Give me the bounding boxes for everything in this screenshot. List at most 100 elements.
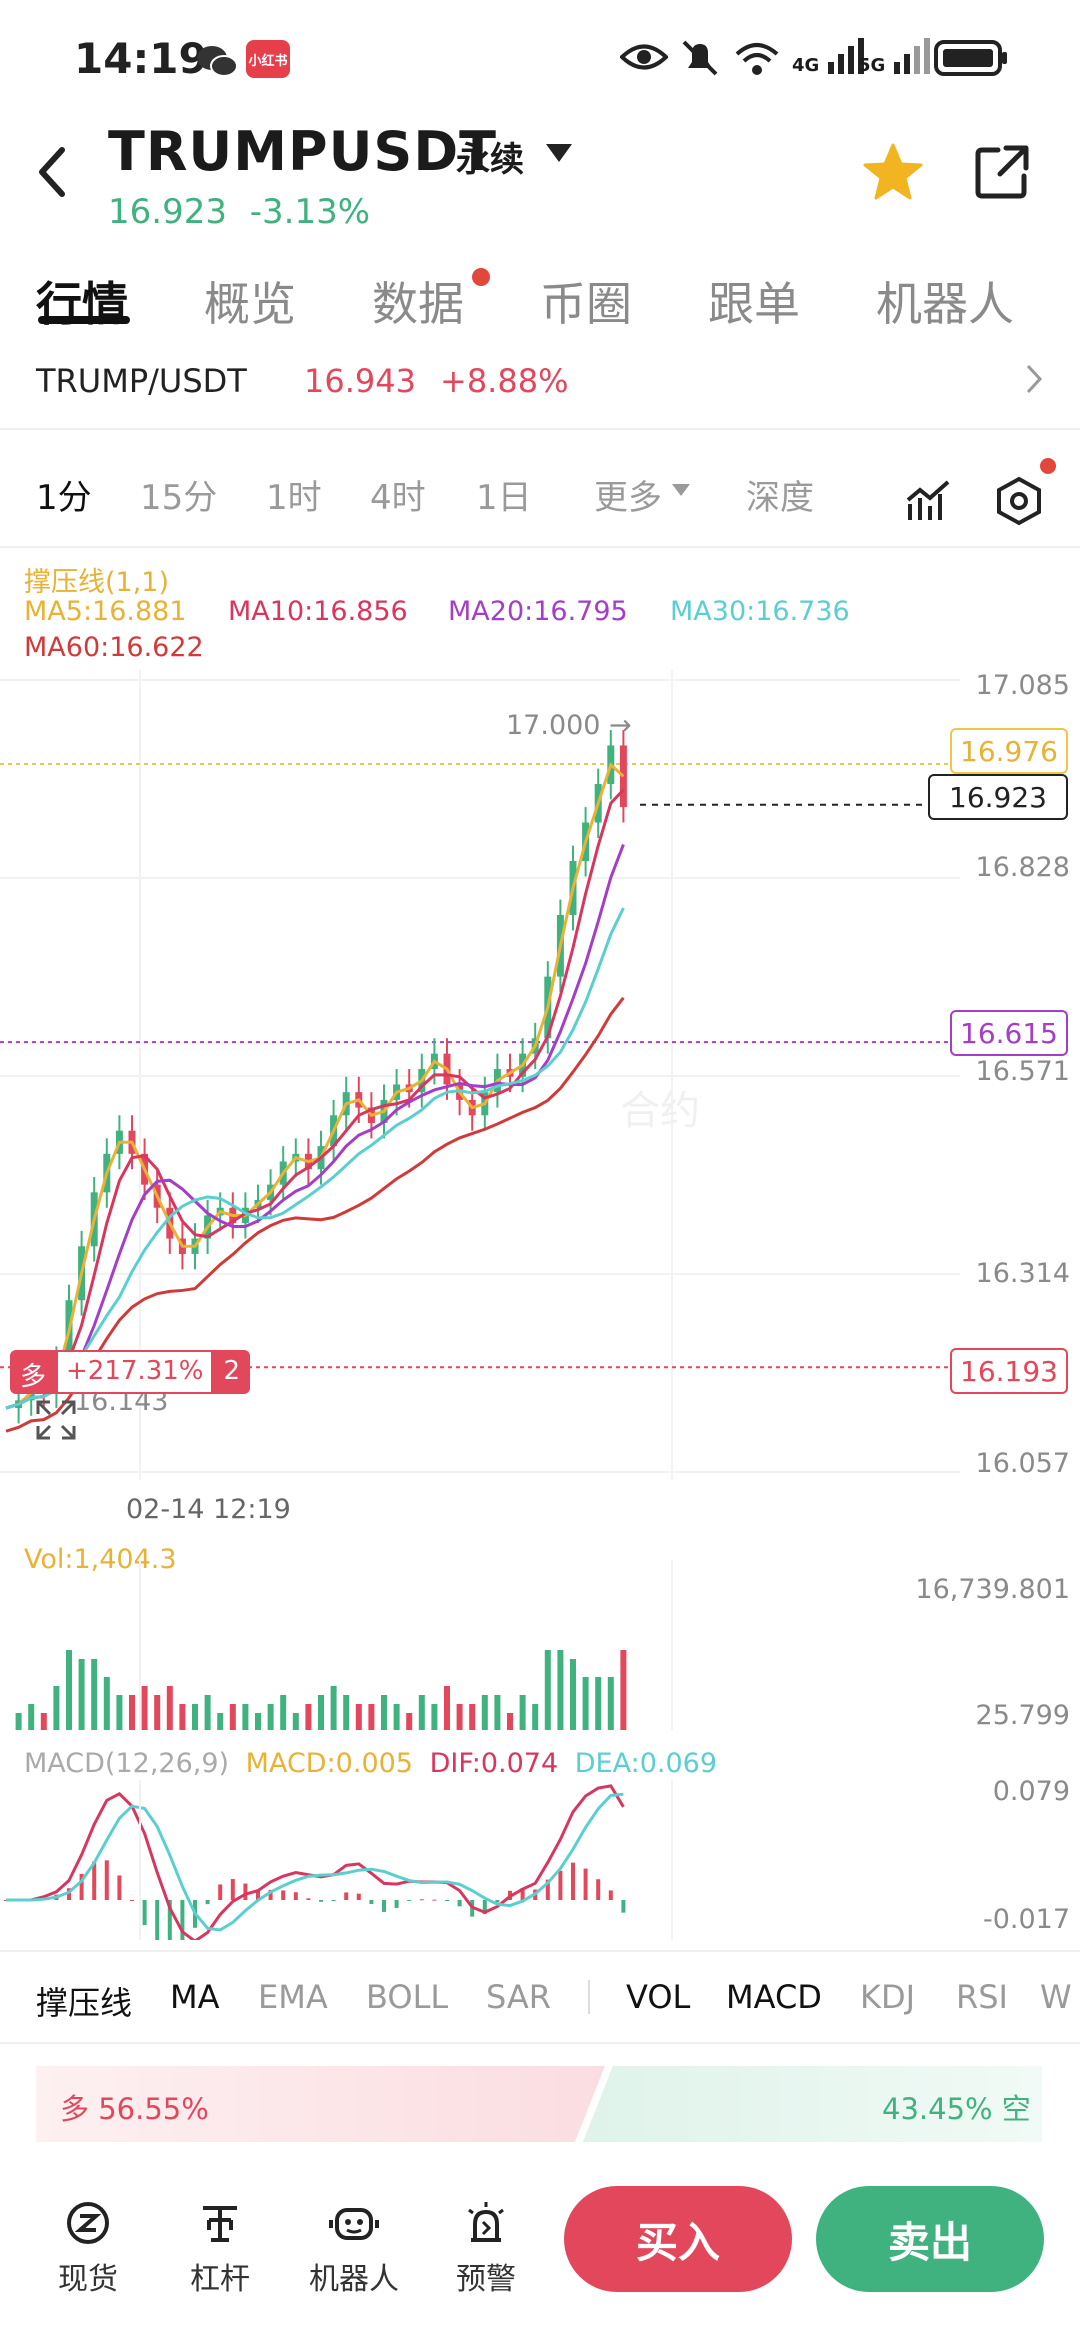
tab-data[interactable]: 数据 xyxy=(372,277,464,331)
last-price: 16.923 xyxy=(108,192,227,232)
indicator-chart-icon[interactable] xyxy=(906,478,952,528)
indicator-ma[interactable]: MA xyxy=(170,1978,220,2016)
volume-bar xyxy=(330,1686,337,1730)
volume-title: Vol:1,404.3 xyxy=(24,1544,177,1575)
settings-hex-icon[interactable] xyxy=(994,476,1044,530)
star-icon[interactable] xyxy=(862,142,924,206)
volume-bar xyxy=(292,1713,299,1730)
position-badge[interactable]: 多 +217.31% 2 xyxy=(10,1350,251,1394)
period-1m[interactable]: 1分 xyxy=(36,478,92,518)
volume-bar xyxy=(381,1695,387,1730)
signal-4g-icon: 4G xyxy=(792,36,866,76)
volume-max: 16,739.801 xyxy=(915,1574,1070,1605)
price-tick: 17.085 xyxy=(975,670,1070,701)
nav-margin[interactable]: 杠杆 xyxy=(170,2192,270,2298)
contract-symbol[interactable]: TRUMPUSDT xyxy=(108,120,497,183)
position-price-tag[interactable]: 16.193 xyxy=(950,1348,1068,1394)
volume-bar xyxy=(179,1704,186,1730)
period-1h[interactable]: 1时 xyxy=(266,478,322,518)
macd-histogram-bar xyxy=(205,1900,210,1905)
volume-bar xyxy=(217,1713,224,1730)
macd-title: MACD(12,26,9) xyxy=(24,1748,230,1779)
nav-alert[interactable]: 预警 xyxy=(436,2192,536,2298)
period-more[interactable]: 更多 xyxy=(594,478,662,518)
period-15m[interactable]: 15分 xyxy=(140,478,218,518)
margin-icon xyxy=(170,2192,270,2254)
price-tick: 16.314 xyxy=(975,1258,1070,1289)
chevron-down-icon[interactable] xyxy=(672,484,690,496)
volume-bar xyxy=(154,1695,161,1730)
candlestick-chart[interactable] xyxy=(0,670,1080,1480)
contract-type[interactable]: 永续 xyxy=(456,140,524,180)
macd-histogram-bar xyxy=(117,1875,122,1900)
volume-bar xyxy=(532,1704,539,1730)
indicator-boll[interactable]: BOLL xyxy=(366,1978,449,2016)
last-price-tag[interactable]: 16.923 xyxy=(928,774,1068,820)
chevron-down-icon[interactable] xyxy=(546,144,572,162)
indicator-rsi[interactable]: RSI xyxy=(956,1978,1008,2016)
wechat-icon xyxy=(196,42,238,84)
nav-bot-label: 机器人 xyxy=(309,2262,399,2297)
macd-value: MACD:0.005 xyxy=(245,1748,413,1779)
support-line-tag[interactable]: 16.615 xyxy=(950,1010,1068,1056)
macd-histogram-bar xyxy=(306,1898,311,1900)
spot-change: +8.88% xyxy=(440,362,569,400)
volume-bar xyxy=(305,1704,312,1730)
spot-pair-row[interactable]: TRUMP/USDT 16.943 +8.88% xyxy=(0,350,1080,430)
tab-bot[interactable]: 机器人 xyxy=(876,277,1014,331)
macd-histogram-bar xyxy=(256,1890,260,1900)
volume-bar xyxy=(242,1704,249,1730)
volume-bar xyxy=(494,1695,501,1730)
volume-bar xyxy=(481,1695,488,1730)
macd-legend: MACD(12,26,9) MACD:0.005 DIF:0.074 DEA:0… xyxy=(24,1748,717,1779)
indicator-ema[interactable]: EMA xyxy=(258,1978,328,2016)
indicator-more[interactable]: W xyxy=(1040,1978,1072,2016)
volume-bar xyxy=(570,1659,576,1730)
fullscreen-icon[interactable] xyxy=(34,1398,78,1446)
ma30-line xyxy=(5,907,625,1410)
macd-histogram-bar xyxy=(67,1888,71,1900)
period-1d[interactable]: 1日 xyxy=(476,478,532,518)
back-arrow-icon[interactable] xyxy=(34,146,70,202)
volume-bar xyxy=(78,1659,85,1730)
volume-bar xyxy=(280,1695,287,1730)
indicator-support[interactable]: 撑压线 xyxy=(36,1984,133,2022)
indicator-kdj[interactable]: KDJ xyxy=(860,1978,916,2016)
volume-bar xyxy=(66,1650,72,1730)
indicator-sar[interactable]: SAR xyxy=(486,1978,552,2016)
ma60-line xyxy=(5,996,625,1433)
macd-histogram-bar xyxy=(571,1862,575,1900)
sell-button[interactable]: 卖出 xyxy=(816,2186,1044,2292)
indicator-vol[interactable]: VOL xyxy=(626,1978,691,2016)
macd-histogram-bar xyxy=(281,1890,286,1900)
share-icon[interactable] xyxy=(974,144,1030,204)
volume-bar xyxy=(267,1704,274,1730)
period-depth[interactable]: 深度 xyxy=(746,478,814,518)
volume-bar xyxy=(595,1677,602,1730)
volume-bar xyxy=(15,1713,22,1730)
resistance-tag[interactable]: 16.976 xyxy=(950,728,1068,774)
macd-histogram-bar xyxy=(608,1890,613,1900)
indicator-macd[interactable]: MACD xyxy=(726,1978,822,2016)
macd-histogram-bar xyxy=(180,1900,185,1940)
tab-market[interactable]: 行情 xyxy=(36,277,128,331)
tab-circle[interactable]: 币圈 xyxy=(540,277,632,331)
macd-histogram-bar xyxy=(142,1900,147,1926)
macd-histogram-bar xyxy=(621,1900,626,1913)
volume-bar xyxy=(393,1704,400,1730)
nav-spot[interactable]: 现货 xyxy=(38,2192,138,2298)
volume-bar xyxy=(406,1713,413,1730)
macd-histogram-bar xyxy=(319,1900,323,1902)
dea-line xyxy=(6,1792,624,1932)
buy-button[interactable]: 买入 xyxy=(564,2186,792,2292)
nav-bot[interactable]: 机器人 xyxy=(304,2192,404,2298)
volume-bar xyxy=(343,1695,350,1730)
volume-bar xyxy=(141,1686,148,1730)
volume-bar xyxy=(204,1695,211,1730)
period-selector: 1分 15分 1时 4时 1日 更多 深度 xyxy=(0,458,1080,536)
tab-copy-trade[interactable]: 跟单 xyxy=(708,277,800,331)
period-4h[interactable]: 4时 xyxy=(370,478,426,518)
position-side: 多 xyxy=(10,1350,57,1394)
macd-histogram-bar xyxy=(520,1888,525,1900)
tab-overview[interactable]: 概览 xyxy=(204,277,296,331)
